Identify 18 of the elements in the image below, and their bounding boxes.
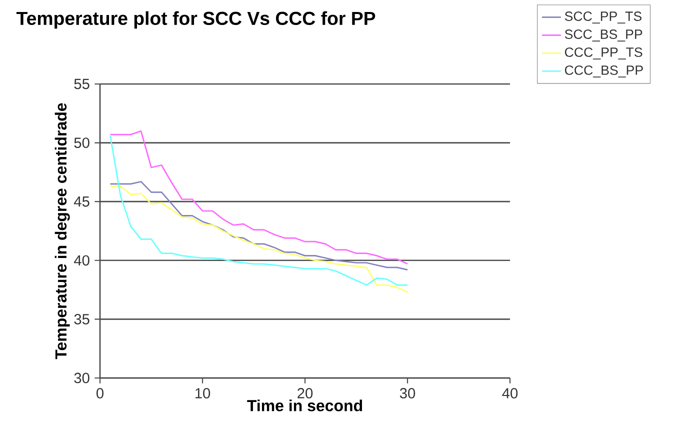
legend-label: CCC_BS_PP xyxy=(564,65,643,78)
y-tick-label: 55 xyxy=(74,78,90,90)
x-tick-label: 40 xyxy=(502,388,518,398)
legend-label: SCC_BS_PP xyxy=(564,30,642,42)
y-axis-title: Temperature in degree centidrade xyxy=(54,103,70,360)
legend-label: SCC_PP_TS xyxy=(564,12,642,24)
legend-label: CCC_PP_TS xyxy=(564,48,642,60)
x-tick-label: 30 xyxy=(400,388,416,398)
x-axis-title: Time in second xyxy=(247,400,362,412)
y-tick-label: 40 xyxy=(74,255,90,266)
x-tick-label: 0 xyxy=(96,388,104,398)
y-tick-label: 45 xyxy=(74,196,90,207)
chart-title: Temperature plot for SCC Vs CCC for PP xyxy=(16,11,376,29)
y-tick-label: 35 xyxy=(74,314,90,324)
y-tick-label: 30 xyxy=(74,372,90,384)
y-tick-label: 50 xyxy=(74,138,90,148)
x-tick-label: 20 xyxy=(298,388,313,398)
x-tick-label: 10 xyxy=(195,388,210,398)
